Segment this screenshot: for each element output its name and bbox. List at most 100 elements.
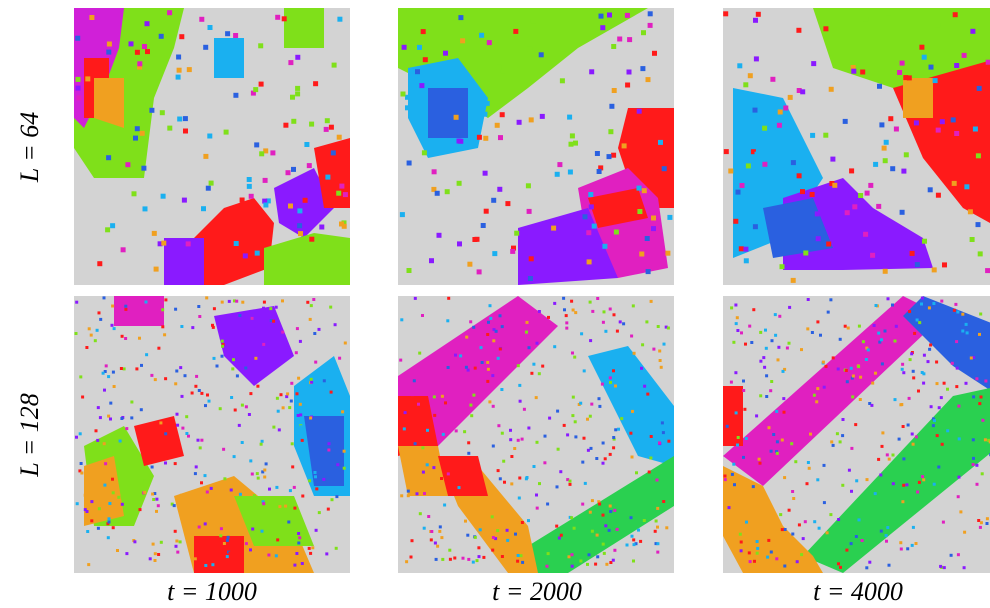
- lattice-pixel: [604, 329, 608, 333]
- lattice-pixel: [521, 560, 525, 564]
- lattice-pixel: [543, 461, 547, 465]
- lattice-pixel: [256, 476, 260, 480]
- lattice-pixel: [238, 492, 242, 496]
- lattice-pixel: [656, 542, 660, 546]
- lattice-pixel: [755, 551, 759, 555]
- lattice-pixel: [759, 394, 763, 398]
- lattice-pixel: [666, 326, 670, 330]
- lattice-pixel: [767, 538, 771, 542]
- lattice-pixel: [733, 483, 736, 487]
- lattice-pixel: [96, 526, 100, 530]
- lattice-pixel: [78, 469, 82, 473]
- lattice-pixel: [595, 533, 599, 537]
- lattice-pixel: [125, 162, 131, 168]
- lattice-pixel: [232, 455, 236, 459]
- lattice-pixel: [649, 435, 653, 438]
- lattice-pixel: [429, 538, 433, 542]
- lattice-pixel: [922, 353, 926, 357]
- lattice-pixel: [530, 18, 536, 24]
- lattice-pixel: [913, 120, 919, 126]
- lattice-pixel: [203, 153, 209, 159]
- lattice-pixel: [401, 44, 407, 50]
- lattice-pixel: [135, 367, 139, 371]
- lattice-pixel: [172, 504, 176, 508]
- lattice-pixel: [649, 299, 653, 303]
- lattice-pixel: [796, 88, 802, 93]
- lattice-pixel: [816, 387, 820, 391]
- lattice-pixel: [843, 324, 847, 328]
- labels: L = 64 L = 128 t = 1000 t = 2000 t = 400…: [15, 112, 903, 606]
- lattice-pixel: [779, 264, 785, 270]
- lattice-pixel: [518, 383, 522, 387]
- lattice-pixel: [233, 408, 237, 412]
- lattice-pixel: [206, 393, 209, 397]
- lattice-pixel: [929, 405, 933, 409]
- lattice-pixel: [921, 54, 927, 60]
- lattice-pixel: [200, 438, 204, 442]
- lattice-pixel: [608, 452, 612, 456]
- lattice-pixel: [447, 296, 451, 300]
- lattice-pixel: [819, 333, 822, 337]
- lattice-pixel: [535, 440, 539, 444]
- lattice-pixel: [963, 530, 967, 534]
- lattice-pixel: [954, 131, 960, 136]
- lattice-pixel: [298, 339, 302, 343]
- lattice-pixel: [262, 502, 266, 506]
- lattice-pixel: [314, 475, 317, 479]
- lattice-pixel: [212, 356, 216, 360]
- lattice-pixel: [557, 162, 563, 168]
- lattice-pixel: [809, 192, 815, 197]
- lattice-pixel: [486, 379, 490, 383]
- lattice-pixel: [463, 430, 467, 434]
- lattice-pixel: [841, 418, 845, 421]
- lattice-pixel: [797, 523, 801, 527]
- lattice-pixel: [109, 401, 113, 405]
- lattice-pixel: [514, 532, 517, 536]
- lattice-pixel: [209, 486, 213, 490]
- lattice-pixel: [903, 152, 909, 158]
- lattice-pixel: [233, 33, 239, 38]
- lattice-pixel: [255, 472, 259, 476]
- lattice-pixel: [883, 139, 889, 145]
- lattice-pixel: [865, 566, 869, 570]
- lattice-pixel: [662, 500, 666, 503]
- lattice-pixel: [310, 380, 314, 384]
- lattice-pixel: [422, 57, 428, 63]
- lattice-pixel: [847, 468, 851, 472]
- lattice-pixel: [776, 541, 780, 545]
- lattice-pixel: [164, 298, 168, 302]
- lattice-pixel: [658, 441, 661, 445]
- lattice-pixel: [496, 469, 500, 473]
- lattice-pixel: [330, 150, 336, 156]
- lattice-pixel: [506, 538, 510, 542]
- lattice-pixel: [586, 230, 592, 236]
- lattice-pixel: [764, 328, 767, 332]
- lattice-pixel: [823, 132, 829, 138]
- lattice-pixel: [75, 85, 81, 91]
- lattice-pixel: [201, 206, 206, 212]
- lattice-pixel: [562, 423, 566, 427]
- lattice-pixel: [652, 50, 657, 56]
- lattice-pixel: [887, 563, 891, 567]
- lattice-pixel: [144, 21, 150, 27]
- lattice-pixel: [952, 308, 956, 312]
- lattice-pixel: [822, 385, 826, 389]
- lattice-pixel: [972, 395, 976, 399]
- lattice-pixel: [406, 494, 410, 498]
- lattice-pixel: [880, 338, 883, 342]
- lattice-pixel: [641, 30, 646, 36]
- lattice-pixel: [631, 409, 634, 413]
- lattice-pixel: [433, 413, 437, 417]
- lattice-pixel: [743, 82, 749, 88]
- lattice-pixel: [309, 121, 315, 127]
- lattice-pixel: [443, 50, 448, 56]
- lattice-pixel: [598, 165, 604, 171]
- lattice-pixel: [641, 188, 647, 194]
- lattice-pixel: [441, 557, 445, 561]
- lattice-pixel: [328, 124, 334, 130]
- lattice-pixel: [744, 342, 747, 346]
- lattice-pixel: [465, 335, 469, 339]
- lattice-pixel: [899, 403, 903, 407]
- lattice-pixel: [141, 165, 147, 171]
